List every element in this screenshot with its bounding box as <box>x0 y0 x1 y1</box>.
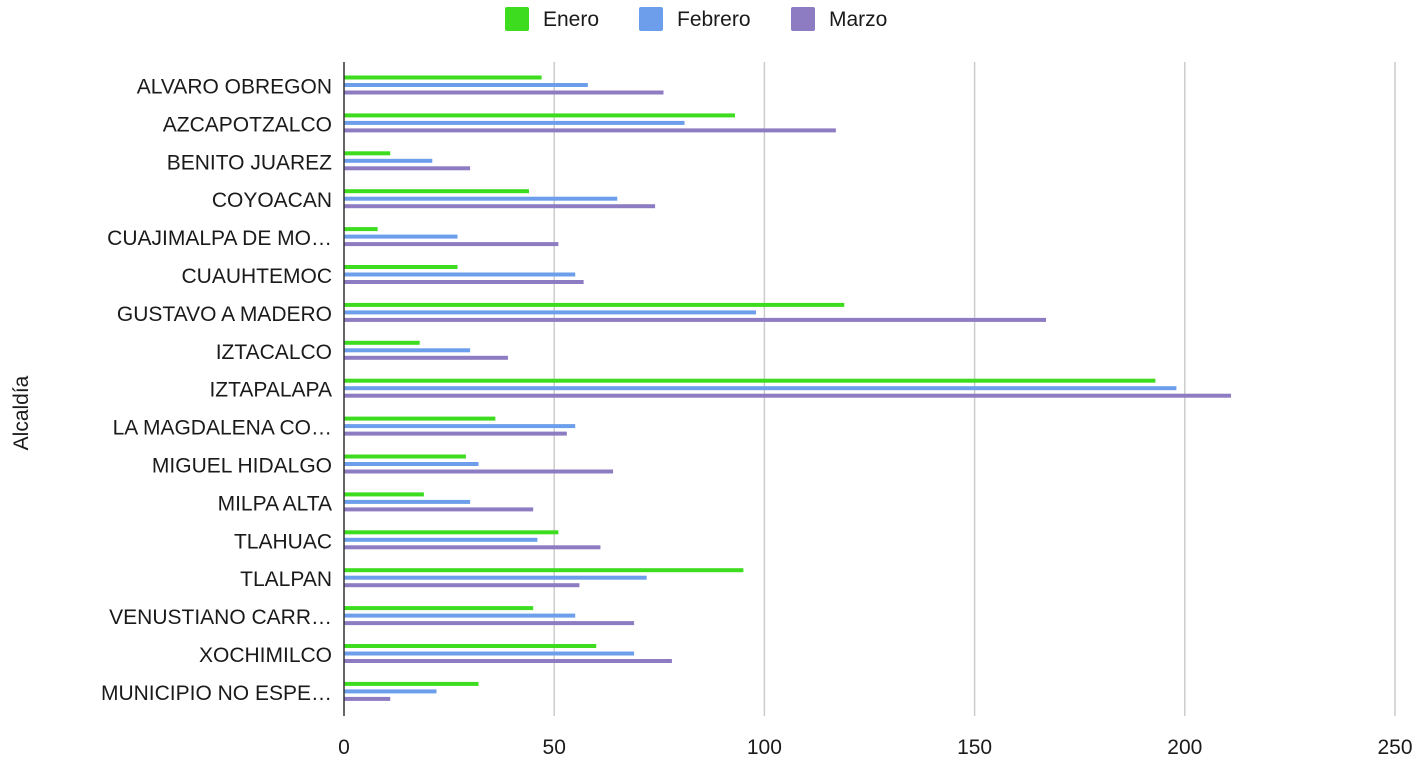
bar-febrero <box>344 234 458 239</box>
bar-febrero <box>344 83 588 87</box>
bar-enero <box>344 113 735 118</box>
bar-enero <box>344 378 1156 383</box>
x-tick-label: 50 <box>543 736 566 758</box>
bar-marzo <box>344 545 601 550</box>
legend-swatch <box>791 7 815 31</box>
bar-marzo <box>344 242 559 247</box>
x-tick-label: 100 <box>747 736 782 758</box>
category-label: MUNICIPIO NO ESPE… <box>101 682 332 705</box>
bar-enero <box>344 189 529 194</box>
category-label: AZCAPOTZALCO <box>163 113 332 136</box>
x-tick-label: 250 <box>1377 736 1412 758</box>
category-label: XOCHIMILCO <box>199 644 332 667</box>
bar-enero <box>344 568 744 573</box>
bar-febrero <box>344 651 635 656</box>
bar-marzo <box>344 583 580 588</box>
category-label: ALVARO OBREGON <box>137 76 332 99</box>
bar-enero <box>344 606 534 611</box>
bar-enero <box>344 681 479 686</box>
category-labels: ALVARO OBREGON AZCAPOTZALCO BENITO JUAREZ C… <box>101 76 332 705</box>
bar-febrero <box>344 196 618 201</box>
bar-febrero <box>344 575 647 580</box>
category-label: TLAHUAC <box>234 530 332 553</box>
bar-enero <box>344 75 542 80</box>
category-label: BENITO JUAREZ <box>167 151 332 174</box>
bar-enero <box>344 492 424 497</box>
bar-enero <box>344 302 845 307</box>
bar-enero <box>344 340 420 345</box>
bar-enero <box>344 227 378 232</box>
x-tick-label: 150 <box>957 736 992 758</box>
category-label: LA MAGDALENA CO… <box>113 417 332 440</box>
bar-marzo <box>344 696 391 701</box>
x-tick-labels: 0 50 100 150 200 250 <box>338 736 1412 758</box>
bar-febrero <box>344 499 471 504</box>
bar-marzo <box>344 204 656 209</box>
category-label: TLALPAN <box>240 568 332 591</box>
category-label: CUAUHTEMOC <box>182 265 333 288</box>
bar-marzo <box>344 431 567 436</box>
bar-marzo <box>344 393 1232 398</box>
bar-febrero <box>344 537 538 542</box>
legend: Enero Febrero Marzo <box>505 7 887 31</box>
bar-enero <box>344 454 466 459</box>
bar-febrero <box>344 272 576 277</box>
bar-marzo <box>344 507 534 512</box>
bar-febrero <box>344 424 576 429</box>
category-label: COYOACAN <box>212 189 332 212</box>
legend-label: Marzo <box>829 8 887 31</box>
legend-label: Febrero <box>677 8 751 31</box>
bar-enero <box>344 416 496 421</box>
bar-marzo <box>344 621 635 626</box>
bar-febrero <box>344 689 437 694</box>
bar-marzo <box>344 659 672 663</box>
category-label: MIGUEL HIDALGO <box>152 455 332 478</box>
bar-marzo <box>344 317 1047 322</box>
bar-febrero <box>344 310 756 315</box>
bar-marzo <box>344 166 471 171</box>
bar-enero <box>344 265 458 269</box>
bar-marzo <box>344 280 584 284</box>
category-label: CUAJIMALPA DE MO… <box>107 227 332 250</box>
legend-swatch <box>505 7 529 31</box>
x-tick-label: 200 <box>1167 736 1202 758</box>
y-axis-title: Alcaldía <box>10 375 33 450</box>
category-label: MILPA ALTA <box>218 492 332 515</box>
bar-febrero <box>344 120 685 125</box>
category-label: IZTACALCO <box>216 341 332 364</box>
bar-marzo <box>344 469 614 474</box>
bar-febrero <box>344 613 576 618</box>
bar-enero <box>344 644 597 648</box>
bar-enero <box>344 151 391 156</box>
bar-febrero <box>344 158 433 163</box>
bar-febrero <box>344 348 471 353</box>
legend-label: Enero <box>543 8 599 31</box>
bar-marzo <box>344 355 508 360</box>
category-label: GUSTAVO A MADERO <box>117 303 332 326</box>
bar-marzo <box>344 128 836 133</box>
bar-marzo <box>344 90 664 95</box>
category-label: IZTAPALAPA <box>209 379 332 402</box>
category-label: VENUSTIANO CARR… <box>109 606 332 629</box>
bars <box>344 75 1232 701</box>
bar-febrero <box>344 386 1177 391</box>
bar-febrero <box>344 462 479 466</box>
legend-swatch <box>639 7 663 31</box>
x-tick-label: 0 <box>338 736 350 758</box>
bar-enero <box>344 530 559 535</box>
